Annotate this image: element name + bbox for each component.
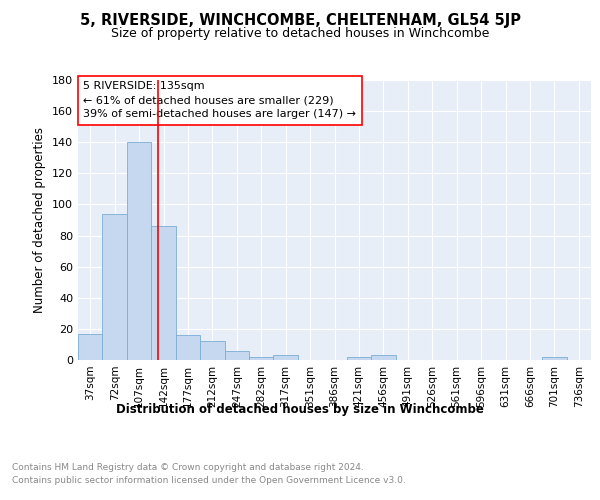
Bar [103, 214, 127, 360]
Bar [127, 142, 151, 360]
Bar [249, 357, 274, 360]
Bar [371, 356, 395, 360]
Bar [542, 357, 566, 360]
Bar [224, 350, 249, 360]
Bar [274, 356, 298, 360]
Text: Contains HM Land Registry data © Crown copyright and database right 2024.: Contains HM Land Registry data © Crown c… [12, 462, 364, 471]
Bar [176, 335, 200, 360]
Text: Distribution of detached houses by size in Winchcombe: Distribution of detached houses by size … [116, 402, 484, 415]
Bar [151, 226, 176, 360]
Text: 5 RIVERSIDE: 135sqm
← 61% of detached houses are smaller (229)
39% of semi-detac: 5 RIVERSIDE: 135sqm ← 61% of detached ho… [83, 82, 356, 120]
Text: 5, RIVERSIDE, WINCHCOMBE, CHELTENHAM, GL54 5JP: 5, RIVERSIDE, WINCHCOMBE, CHELTENHAM, GL… [79, 12, 521, 28]
Y-axis label: Number of detached properties: Number of detached properties [34, 127, 46, 313]
Bar [347, 357, 371, 360]
Text: Size of property relative to detached houses in Winchcombe: Size of property relative to detached ho… [111, 28, 489, 40]
Bar [200, 342, 224, 360]
Bar [78, 334, 103, 360]
Text: Contains public sector information licensed under the Open Government Licence v3: Contains public sector information licen… [12, 476, 406, 485]
